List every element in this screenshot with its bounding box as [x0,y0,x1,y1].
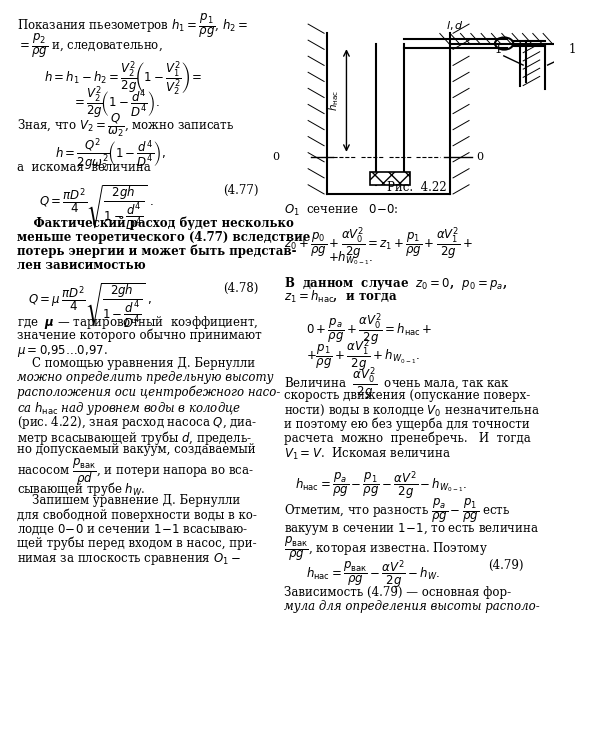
Text: $h = \dfrac{Q^2}{2g\omega_2^2}\!\left(1 - \dfrac{d^4}{D^4}\right),$: $h = \dfrac{Q^2}{2g\omega_2^2}\!\left(1 … [55,136,166,174]
Text: можно определить предельную высоту: можно определить предельную высоту [16,372,273,384]
Text: сывающей трубе $h_W$.: сывающей трубе $h_W$. [16,479,145,497]
Text: (рис. 4.22), зная расход насоса $Q$, диа-: (рис. 4.22), зная расход насоса $Q$, диа… [16,414,257,431]
Text: $l,d$: $l,d$ [446,19,464,32]
Text: 1: 1 [569,43,576,56]
Text: $Q = \dfrac{\pi D^2}{4}\sqrt{\dfrac{2gh}{1 - \dfrac{d^4}{D^4}}}\ .$: $Q = \dfrac{\pi D^2}{4}\sqrt{\dfrac{2gh}… [39,184,153,232]
Text: но допускаемый вакуум, создаваемый: но допускаемый вакуум, создаваемый [16,443,255,456]
Text: 0: 0 [272,151,279,162]
Bar [370,172,409,184]
Text: (4.77): (4.77) [223,184,259,197]
Text: $= \dfrac{V_2^2}{2g}\!\left(1 - \dfrac{d^4}{D^4}\right).$: $= \dfrac{V_2^2}{2g}\!\left(1 - \dfrac{d… [72,84,160,120]
Text: потерь энергии и может быть представ-: потерь энергии и может быть представ- [16,245,296,258]
Text: мула для определения высоты располо-: мула для определения высоты располо- [284,601,540,613]
Text: щей трубы перед входом в насос, при-: щей трубы перед входом в насос, при- [16,537,256,551]
Text: лен зависимостью: лен зависимостью [16,259,145,272]
Text: Величина  $\dfrac{\alpha V_0^2}{2g}$  очень мала, так как: Величина $\dfrac{\alpha V_0^2}{2g}$ очен… [284,365,510,401]
Text: лодце $0\!-\!0$ и сечении $1\!-\!1$ всасываю-: лодце $0\!-\!0$ и сечении $1\!-\!1$ всас… [16,523,248,537]
Text: Рис.  4.22: Рис. 4.22 [388,181,447,194]
Text: $z_0 + \dfrac{p_0}{\rho g} + \dfrac{\alpha V_0^2}{2g} = z_1 + \dfrac{p_1}{\rho g: $z_0 + \dfrac{p_0}{\rho g} + \dfrac{\alp… [284,225,473,261]
Text: (4.78): (4.78) [223,282,259,294]
Text: $+ h_{W_{0-1}}.$: $+ h_{W_{0-1}}.$ [328,249,373,267]
Text: и поэтому ею без ущерба для точности: и поэтому ею без ущерба для точности [284,417,530,431]
Text: $\dfrac{p_\text{вак}}{\rho g}$, которая известна. Поэтому: $\dfrac{p_\text{вак}}{\rho g}$, которая … [284,535,488,562]
Text: $z_1 = h_\text{нас}$,  и тогда: $z_1 = h_\text{нас}$, и тогда [284,289,398,304]
Text: ности) воды в колодце $V_0$ незначительна: ности) воды в колодце $V_0$ незначительн… [284,403,540,418]
Text: $h = h_1 - h_2 = \dfrac{V_2^2}{2g}\!\left(1 - \dfrac{V_1^2}{V_2^2}\right) =$: $h = h_1 - h_2 = \dfrac{V_2^2}{2g}\!\lef… [44,59,203,98]
Text: Отметим, что разность $\dfrac{p_a}{\rho g} - \dfrac{p_1}{\rho g}$ есть: Отметим, что разность $\dfrac{p_a}{\rho … [284,497,510,525]
Text: Запишем уравнение Д. Бернулли: Запишем уравнение Д. Бернулли [16,494,240,507]
Text: 1: 1 [495,43,502,56]
Text: а  искомая  величина: а искомая величина [16,161,150,175]
Text: $Q = \mu\,\dfrac{\pi D^2}{4}\sqrt{\dfrac{2gh}{1 - \dfrac{d^4}{D^4}}}\ ,$: $Q = \mu\,\dfrac{\pi D^2}{4}\sqrt{\dfrac… [28,282,152,330]
Text: $= \dfrac{p_2}{\rho g}$ и, следовательно,: $= \dfrac{p_2}{\rho g}$ и, следовательно… [16,32,162,60]
Text: насосом $\dfrac{p_\text{вак}}{\rho d}$, и потери напора во вса-: насосом $\dfrac{p_\text{вак}}{\rho d}$, … [16,457,253,488]
Text: Зная, что $V_2 = \dfrac{Q}{\omega_2}$, можно записать: Зная, что $V_2 = \dfrac{Q}{\omega_2}$, м… [16,112,234,139]
Text: $h_\text{нас} = \dfrac{p_a}{\rho g} - \dfrac{p_1}{\rho g} - \dfrac{\alpha V^2}{2: $h_\text{нас} = \dfrac{p_a}{\rho g} - \d… [295,470,467,502]
Text: скорость движения (опускание поверх-: скорость движения (опускание поверх- [284,389,530,401]
Text: $0 + \dfrac{p_a}{\rho g} + \dfrac{\alpha V_0^2}{2g} = h_\text{нас} +$: $0 + \dfrac{p_a}{\rho g} + \dfrac{\alpha… [306,312,432,348]
Text: Зависимость (4.79) — основная фор-: Зависимость (4.79) — основная фор- [284,586,511,599]
Text: для свободной поверхности воды в ко-: для свободной поверхности воды в ко- [16,509,256,522]
Text: са $h_\text{нас}$ над уровнем воды в колодце: са $h_\text{нас}$ над уровнем воды в кол… [16,400,241,417]
Text: $+ \dfrac{p_1}{\rho g} + \dfrac{\alpha V_1^2}{2g} + h_{W_{0-1}}.$: $+ \dfrac{p_1}{\rho g} + \dfrac{\alpha V… [306,338,420,374]
Text: расположения оси центробежного насо-: расположения оси центробежного насо- [16,386,280,399]
Text: 0: 0 [477,151,484,162]
Text: $h_\text{нас}$: $h_\text{нас}$ [327,90,341,111]
Text: расчета  можно  пренебречь.   И  тогда: расчета можно пренебречь. И тогда [284,431,531,445]
Text: вакуум в сечении $1\!-\!1$, то есть величина: вакуум в сечении $1\!-\!1$, то есть вели… [284,521,539,537]
Text: (4.79): (4.79) [488,559,524,571]
Text: Показания пьезометров $h_1 = \dfrac{p_1}{\rho g}$, $h_2 =$: Показания пьезометров $h_1 = \dfrac{p_1}… [16,12,248,40]
Bar [281,10,553,198]
Text: С помощью уравнения Д. Бернулли: С помощью уравнения Д. Бернулли [16,357,254,370]
Text: $h_\text{нас} = \dfrac{p_\text{вак}}{\rho g} - \dfrac{\alpha V^2}{2g} - h_W.$: $h_\text{нас} = \dfrac{p_\text{вак}}{\rh… [306,559,441,591]
Text: $\mu = 0{,}95{\ldots}0{,}97$.: $\mu = 0{,}95{\ldots}0{,}97$. [16,342,107,359]
Text: меньше теоретического (4.77) вследствие: меньше теоретического (4.77) вследствие [16,231,310,243]
Text: нимая за плоскость сравнения $O_1-$: нимая за плоскость сравнения $O_1-$ [16,551,240,567]
Text: В  данном  случае  $z_0 = 0$,  $p_0 = p_a$,: В данном случае $z_0 = 0$, $p_0 = p_a$, [284,275,507,291]
Text: значение которого обычно принимают: значение которого обычно принимают [16,328,262,342]
Text: $V_1 = V$.  Искомая величина: $V_1 = V$. Искомая величина [284,446,451,462]
Text: метр всасывающей трубы $d$, предель-: метр всасывающей трубы $d$, предель- [16,428,252,446]
Text: где  $\boldsymbol{\mu}$ — тарировочный  коэффициент,: где $\boldsymbol{\mu}$ — тарировочный ко… [16,314,258,331]
Text: $O_1$  сечение   $0\!-\!0$:: $O_1$ сечение $0\!-\!0$: [284,202,399,217]
Text: Фактический расход будет несколько: Фактический расход будет несколько [16,216,293,230]
